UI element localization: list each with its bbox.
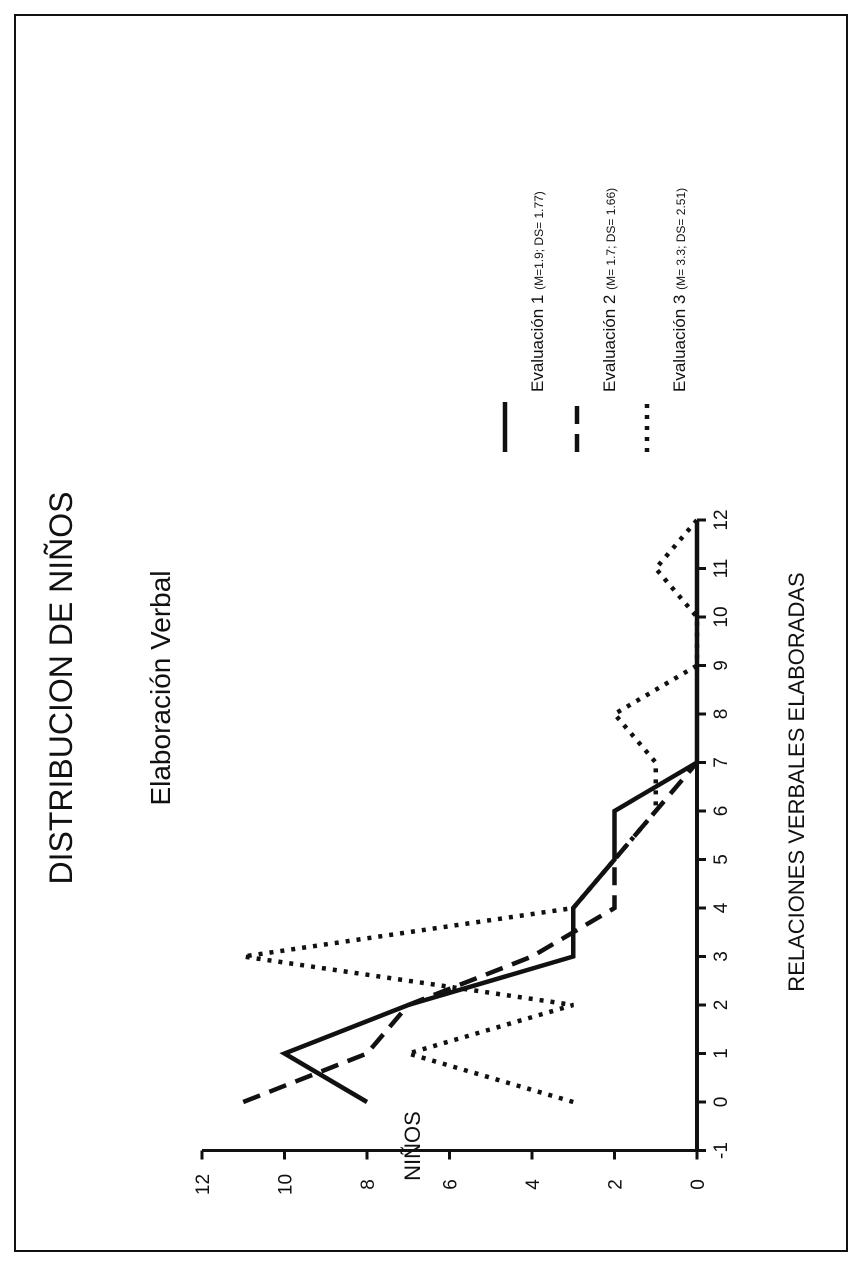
legend-label-3: Evaluación 3 (M= 3.3; DS= 2.51) [670, 188, 689, 392]
legend-stats-2: (M= 1.7; DS= 1.66) [604, 188, 618, 290]
x-tick-label: 2 [711, 1000, 732, 1011]
series-line-2 [242, 761, 699, 1105]
x-tick-label: 6 [711, 806, 732, 817]
legend-label-1: Evaluación 1 (M=1.9; DS= 1.77) [528, 191, 547, 392]
y-tick-label: 10 [276, 1174, 297, 1195]
x-tick-label: 9 [711, 660, 732, 671]
y-tick-label: 0 [688, 1179, 709, 1190]
y-tick-label: 6 [441, 1179, 462, 1190]
legend-stats-1: (M=1.9; DS= 1.77) [532, 191, 546, 290]
legend-label-2: Evaluación 2 (M= 1.7; DS= 1.66) [600, 188, 619, 392]
x-tick-label: 11 [711, 559, 732, 579]
y-tick-label: 8 [358, 1179, 379, 1190]
y-tick-label: 4 [523, 1179, 544, 1190]
x-tick-label: 5 [711, 854, 732, 865]
x-tick-label: 0 [711, 1097, 732, 1108]
x-tick-label: 1 [711, 1048, 732, 1059]
series-line-3 [242, 518, 700, 1105]
series-line-1 [279, 520, 700, 1104]
x-tick-label: 4 [711, 902, 732, 913]
chart-subtitle: Elaboración Verbal [145, 570, 176, 805]
y-tick-label: 2 [606, 1179, 627, 1190]
legend-stats-3: (M= 3.3; DS= 2.51) [674, 188, 688, 290]
x-tick-label: 7 [711, 757, 732, 768]
x-tick-label: -1 [711, 1142, 732, 1159]
x-tick-label: 12 [711, 509, 732, 530]
y-axis-title: NIÑOS [400, 1111, 425, 1181]
y-tick-label: 12 [193, 1174, 214, 1195]
page-frame [14, 14, 848, 1252]
x-tick-label: 8 [711, 709, 732, 720]
chart-title: DISTRIBUCION DE NIÑOS [43, 492, 79, 885]
x-axis-title: RELACIONES VERBALES ELABORADAS [784, 572, 809, 991]
x-tick-label: 3 [711, 951, 732, 962]
x-tick-label: 10 [711, 606, 732, 627]
